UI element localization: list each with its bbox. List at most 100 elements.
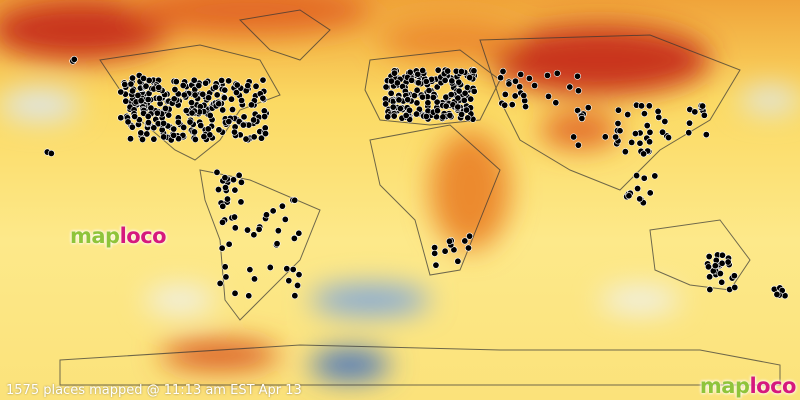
place-marker[interactable] <box>466 232 474 240</box>
place-marker[interactable] <box>517 70 525 78</box>
place-marker[interactable] <box>431 249 439 257</box>
place-marker[interactable] <box>222 273 230 281</box>
place-marker[interactable] <box>117 114 125 122</box>
place-marker[interactable] <box>218 76 226 84</box>
place-marker[interactable] <box>180 91 188 99</box>
place-marker[interactable] <box>414 79 422 87</box>
place-marker[interactable] <box>219 202 227 210</box>
place-marker[interactable] <box>231 186 239 194</box>
place-marker[interactable] <box>250 116 258 124</box>
place-marker[interactable] <box>470 67 478 75</box>
place-marker[interactable] <box>441 76 449 84</box>
place-marker[interactable] <box>206 111 214 119</box>
place-marker[interactable] <box>501 90 509 98</box>
place-marker[interactable] <box>262 130 270 138</box>
place-marker[interactable] <box>155 83 163 91</box>
place-marker[interactable] <box>461 237 469 245</box>
place-marker[interactable] <box>522 103 530 111</box>
place-marker[interactable] <box>387 77 395 85</box>
place-marker[interactable] <box>431 244 439 252</box>
place-marker[interactable] <box>724 258 732 266</box>
place-marker[interactable] <box>640 174 648 182</box>
place-marker[interactable] <box>574 106 582 114</box>
place-marker[interactable] <box>584 104 592 112</box>
place-marker[interactable] <box>419 67 427 75</box>
place-marker[interactable] <box>127 135 135 143</box>
place-marker[interactable] <box>408 76 416 84</box>
place-marker[interactable] <box>47 149 55 157</box>
place-marker[interactable] <box>225 118 233 126</box>
place-marker[interactable] <box>295 271 303 279</box>
place-marker[interactable] <box>188 99 196 107</box>
place-marker[interactable] <box>295 229 303 237</box>
place-marker[interactable] <box>439 113 447 121</box>
place-marker[interactable] <box>718 278 726 286</box>
place-marker[interactable] <box>389 103 397 111</box>
place-marker[interactable] <box>636 195 644 203</box>
place-marker[interactable] <box>160 119 168 127</box>
place-marker[interactable] <box>393 79 401 87</box>
place-marker[interactable] <box>219 106 227 114</box>
place-marker[interactable] <box>628 138 636 146</box>
place-marker[interactable] <box>463 106 471 114</box>
place-marker[interactable] <box>640 110 648 118</box>
place-marker[interactable] <box>711 262 719 270</box>
place-marker[interactable] <box>221 86 229 94</box>
place-marker[interactable] <box>382 100 390 108</box>
place-marker[interactable] <box>730 272 738 280</box>
place-marker[interactable] <box>706 273 714 281</box>
place-marker[interactable] <box>464 244 472 252</box>
place-marker[interactable] <box>390 112 398 120</box>
place-marker[interactable] <box>508 101 516 109</box>
place-marker[interactable] <box>257 134 265 142</box>
place-marker[interactable] <box>219 218 227 226</box>
place-marker[interactable] <box>137 97 145 105</box>
place-marker[interactable] <box>261 113 269 121</box>
place-marker[interactable] <box>414 70 422 78</box>
place-marker[interactable] <box>446 237 454 245</box>
place-marker[interactable] <box>285 277 293 285</box>
place-marker[interactable] <box>135 116 143 124</box>
place-marker[interactable] <box>433 107 441 115</box>
place-marker[interactable] <box>172 78 180 86</box>
place-marker[interactable] <box>129 74 137 82</box>
place-marker[interactable] <box>661 117 669 125</box>
place-marker[interactable] <box>255 225 263 233</box>
place-marker[interactable] <box>266 263 274 271</box>
place-marker[interactable] <box>643 122 651 130</box>
place-marker[interactable] <box>244 82 252 90</box>
place-marker[interactable] <box>511 77 519 85</box>
place-marker[interactable] <box>702 131 710 139</box>
place-marker[interactable] <box>382 83 390 91</box>
place-marker[interactable] <box>225 240 233 248</box>
place-marker[interactable] <box>131 113 139 121</box>
place-marker[interactable] <box>240 113 248 121</box>
place-marker[interactable] <box>147 104 155 112</box>
place-marker[interactable] <box>204 125 212 133</box>
place-marker[interactable] <box>646 128 654 136</box>
place-marker[interactable] <box>281 215 289 223</box>
place-marker[interactable] <box>422 77 430 85</box>
place-marker[interactable] <box>454 103 462 111</box>
place-marker[interactable] <box>404 96 412 104</box>
place-marker[interactable] <box>165 111 173 119</box>
place-marker[interactable] <box>246 266 254 274</box>
place-marker[interactable] <box>213 168 221 176</box>
place-marker[interactable] <box>144 119 152 127</box>
place-marker[interactable] <box>646 138 654 146</box>
place-marker[interactable] <box>455 78 463 86</box>
place-marker[interactable] <box>229 106 237 114</box>
place-marker[interactable] <box>239 121 247 129</box>
place-marker[interactable] <box>631 130 639 138</box>
place-marker[interactable] <box>466 74 474 82</box>
place-marker[interactable] <box>231 224 239 232</box>
place-marker[interactable] <box>499 67 507 75</box>
place-marker[interactable] <box>230 176 238 184</box>
place-marker[interactable] <box>191 135 199 143</box>
place-marker[interactable] <box>578 114 586 122</box>
place-marker[interactable] <box>396 105 404 113</box>
place-marker[interactable] <box>171 86 179 94</box>
place-marker[interactable] <box>634 185 642 193</box>
place-marker[interactable] <box>543 71 551 79</box>
